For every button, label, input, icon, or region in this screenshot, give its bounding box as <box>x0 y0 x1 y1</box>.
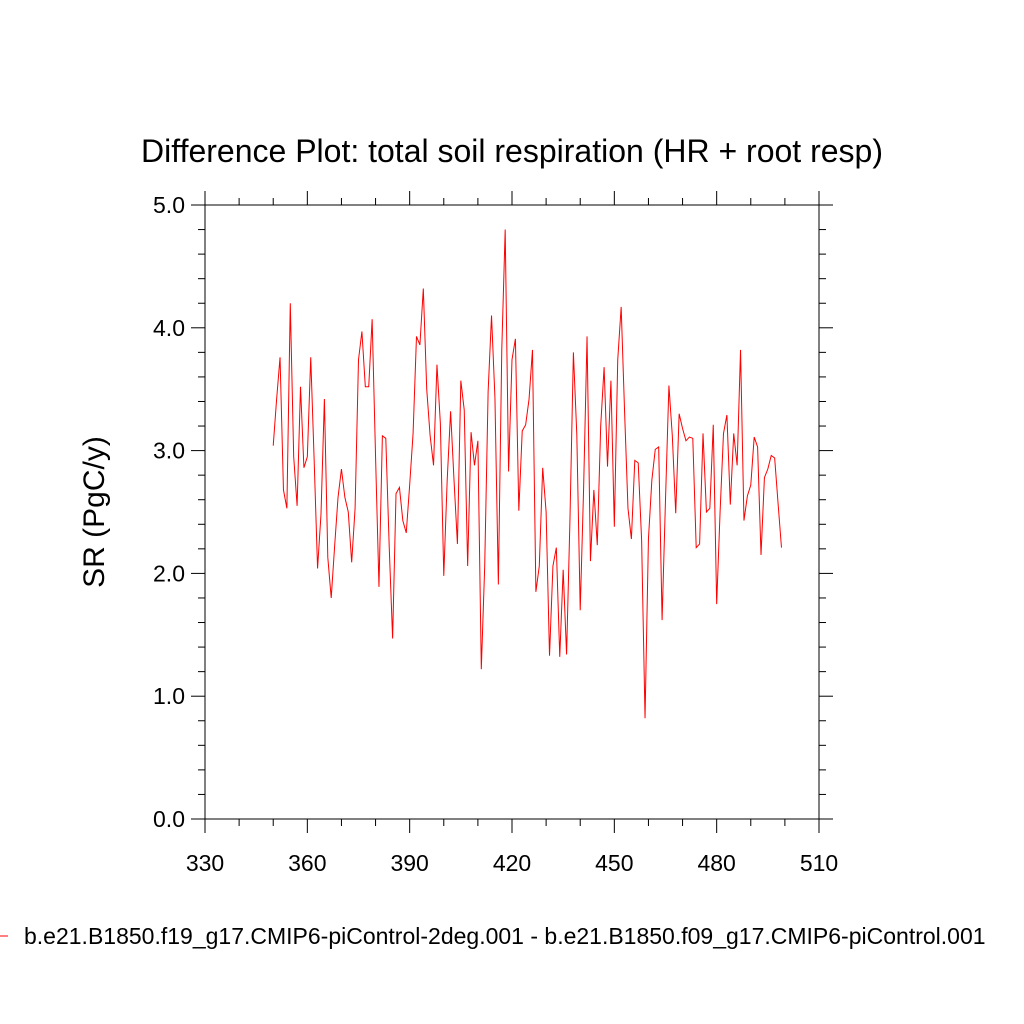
y-tick-label: 5.0 <box>153 192 185 218</box>
y-tick-label: 4.0 <box>153 315 185 341</box>
x-tick-label: 480 <box>697 850 735 876</box>
tick-labels-layer: 330 360 390 420 450 480 510 0.0 1.0 2.0 3.0 4.0 5.0 <box>153 192 838 876</box>
series-layer <box>272 229 782 719</box>
x-tick-label: 330 <box>186 850 224 876</box>
ticks-layer <box>191 191 833 833</box>
x-tick-label: 420 <box>493 850 531 876</box>
plot-frame <box>204 204 820 820</box>
y-axis-label: SR (PgC/y) <box>78 436 111 588</box>
chart-title: Difference Plot: total soil respiration … <box>141 133 883 169</box>
y-tick-label: 3.0 <box>153 438 185 464</box>
y-tick-label: 2.0 <box>153 560 185 586</box>
series-line-0 <box>272 229 782 719</box>
x-tick-label: 390 <box>390 850 428 876</box>
legend: b.e21.B1850.f19_g17.CMIP6-piControl-2deg… <box>0 923 986 949</box>
y-tick-label: 1.0 <box>153 683 185 709</box>
x-tick-label: 360 <box>288 850 326 876</box>
y-tick-label: 0.0 <box>153 806 185 832</box>
legend-label: b.e21.B1850.f19_g17.CMIP6-piControl-2deg… <box>24 923 986 949</box>
x-tick-label: 510 <box>800 850 838 876</box>
x-tick-label: 450 <box>595 850 633 876</box>
